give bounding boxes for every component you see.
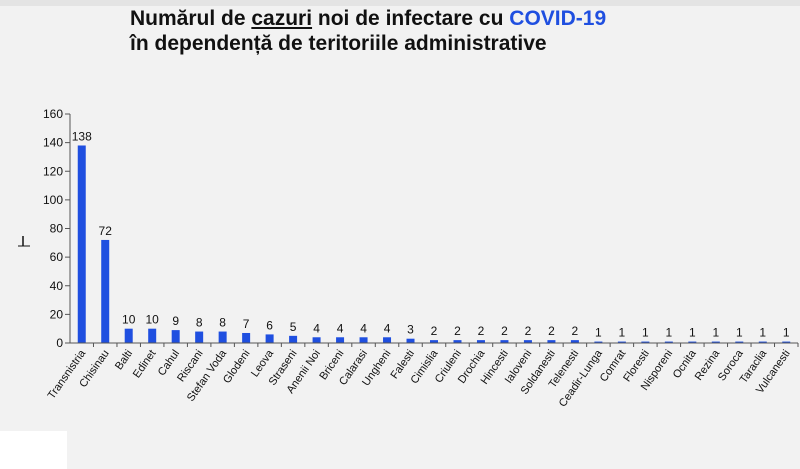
data-label: 1 bbox=[783, 326, 790, 340]
data-label: 138 bbox=[72, 129, 92, 143]
y-tick-label: 40 bbox=[50, 279, 64, 293]
data-label: 72 bbox=[99, 224, 113, 238]
data-label: 8 bbox=[196, 316, 203, 330]
corner-panel bbox=[0, 431, 67, 469]
bar bbox=[148, 328, 157, 343]
bar bbox=[735, 341, 744, 343]
title-text-b: noi de infectare cu bbox=[312, 7, 510, 30]
bar bbox=[312, 337, 321, 343]
bar bbox=[547, 340, 556, 343]
data-label: 1 bbox=[736, 326, 743, 340]
data-label: 2 bbox=[431, 324, 438, 338]
data-label: 1 bbox=[689, 326, 696, 340]
data-label: 10 bbox=[122, 313, 136, 327]
title-highlight: COVID-19 bbox=[509, 7, 607, 30]
bar bbox=[265, 334, 274, 343]
bar bbox=[570, 340, 579, 343]
bar bbox=[359, 337, 368, 343]
data-label: 4 bbox=[384, 321, 391, 335]
bar bbox=[500, 340, 509, 343]
bar bbox=[336, 337, 345, 343]
data-label: 2 bbox=[548, 324, 555, 338]
y-tick-label: 160 bbox=[43, 107, 63, 121]
bar bbox=[476, 340, 485, 343]
y-axis-marker bbox=[18, 236, 30, 247]
y-tick-label: 20 bbox=[50, 307, 64, 321]
y-tick-label: 0 bbox=[56, 336, 63, 350]
data-label: 2 bbox=[525, 324, 532, 338]
bar bbox=[782, 341, 791, 343]
category-label: Edinet bbox=[131, 348, 159, 380]
data-label: 7 bbox=[243, 317, 250, 331]
bar bbox=[641, 341, 650, 343]
data-label: 3 bbox=[407, 323, 414, 337]
data-label: 2 bbox=[572, 324, 579, 338]
bar bbox=[242, 332, 251, 343]
bar bbox=[523, 340, 532, 343]
bar bbox=[383, 337, 392, 343]
bar bbox=[195, 331, 204, 343]
data-label: 4 bbox=[313, 321, 320, 335]
data-label: 1 bbox=[712, 326, 719, 340]
y-tick-label: 120 bbox=[43, 164, 63, 178]
bar bbox=[617, 341, 626, 343]
bars bbox=[77, 145, 791, 343]
bar bbox=[77, 145, 86, 343]
y-tick-label: 100 bbox=[43, 193, 63, 207]
data-label: 6 bbox=[266, 318, 273, 332]
data-label: 1 bbox=[759, 326, 766, 340]
bar bbox=[688, 341, 697, 343]
data-label: 1 bbox=[665, 326, 672, 340]
chart-title: Numărul de cazuri noi de infectare cu CO… bbox=[130, 6, 606, 56]
bar bbox=[758, 341, 767, 343]
title-line-2: în dependență de teritoriile administrat… bbox=[130, 32, 547, 55]
bar bbox=[594, 341, 603, 343]
title-text-underlined: cazuri bbox=[251, 7, 313, 30]
data-label: 8 bbox=[219, 316, 226, 330]
top-border bbox=[0, 0, 800, 6]
bar bbox=[101, 239, 110, 343]
data-label: 1 bbox=[619, 326, 626, 340]
bar bbox=[453, 340, 462, 343]
bar bbox=[124, 328, 133, 343]
y-tick-label: 80 bbox=[50, 222, 64, 236]
category-label: Balti bbox=[113, 348, 135, 372]
y-tick-label: 140 bbox=[43, 136, 63, 150]
bar bbox=[430, 340, 438, 343]
y-axis: 0 20 40 60 80 100 120 140 160 bbox=[43, 107, 71, 350]
bar bbox=[289, 335, 298, 343]
y-tick-label: 60 bbox=[50, 250, 64, 264]
data-label: 1 bbox=[595, 326, 602, 340]
data-label: 2 bbox=[478, 324, 485, 338]
data-label: 2 bbox=[501, 324, 508, 338]
data-label: 2 bbox=[454, 324, 461, 338]
data-label: 1 bbox=[642, 326, 649, 340]
bar bbox=[171, 330, 180, 343]
data-label: 4 bbox=[360, 321, 367, 335]
data-label: 10 bbox=[146, 313, 160, 327]
bar bbox=[406, 338, 415, 343]
value-labels: 138 72 10 10 9 8 8 7 6 5 4 4 4 4 3 2 2 2 2 2 2 2 1 1 1 1 1 1 1 1 1 bbox=[72, 129, 790, 339]
data-label: 4 bbox=[337, 321, 344, 335]
title-text-a: Numărul de bbox=[130, 7, 252, 30]
bar bbox=[664, 341, 673, 343]
data-label: 9 bbox=[172, 314, 179, 328]
bar bbox=[711, 341, 720, 343]
bar bbox=[218, 331, 227, 343]
data-label: 5 bbox=[290, 320, 297, 334]
